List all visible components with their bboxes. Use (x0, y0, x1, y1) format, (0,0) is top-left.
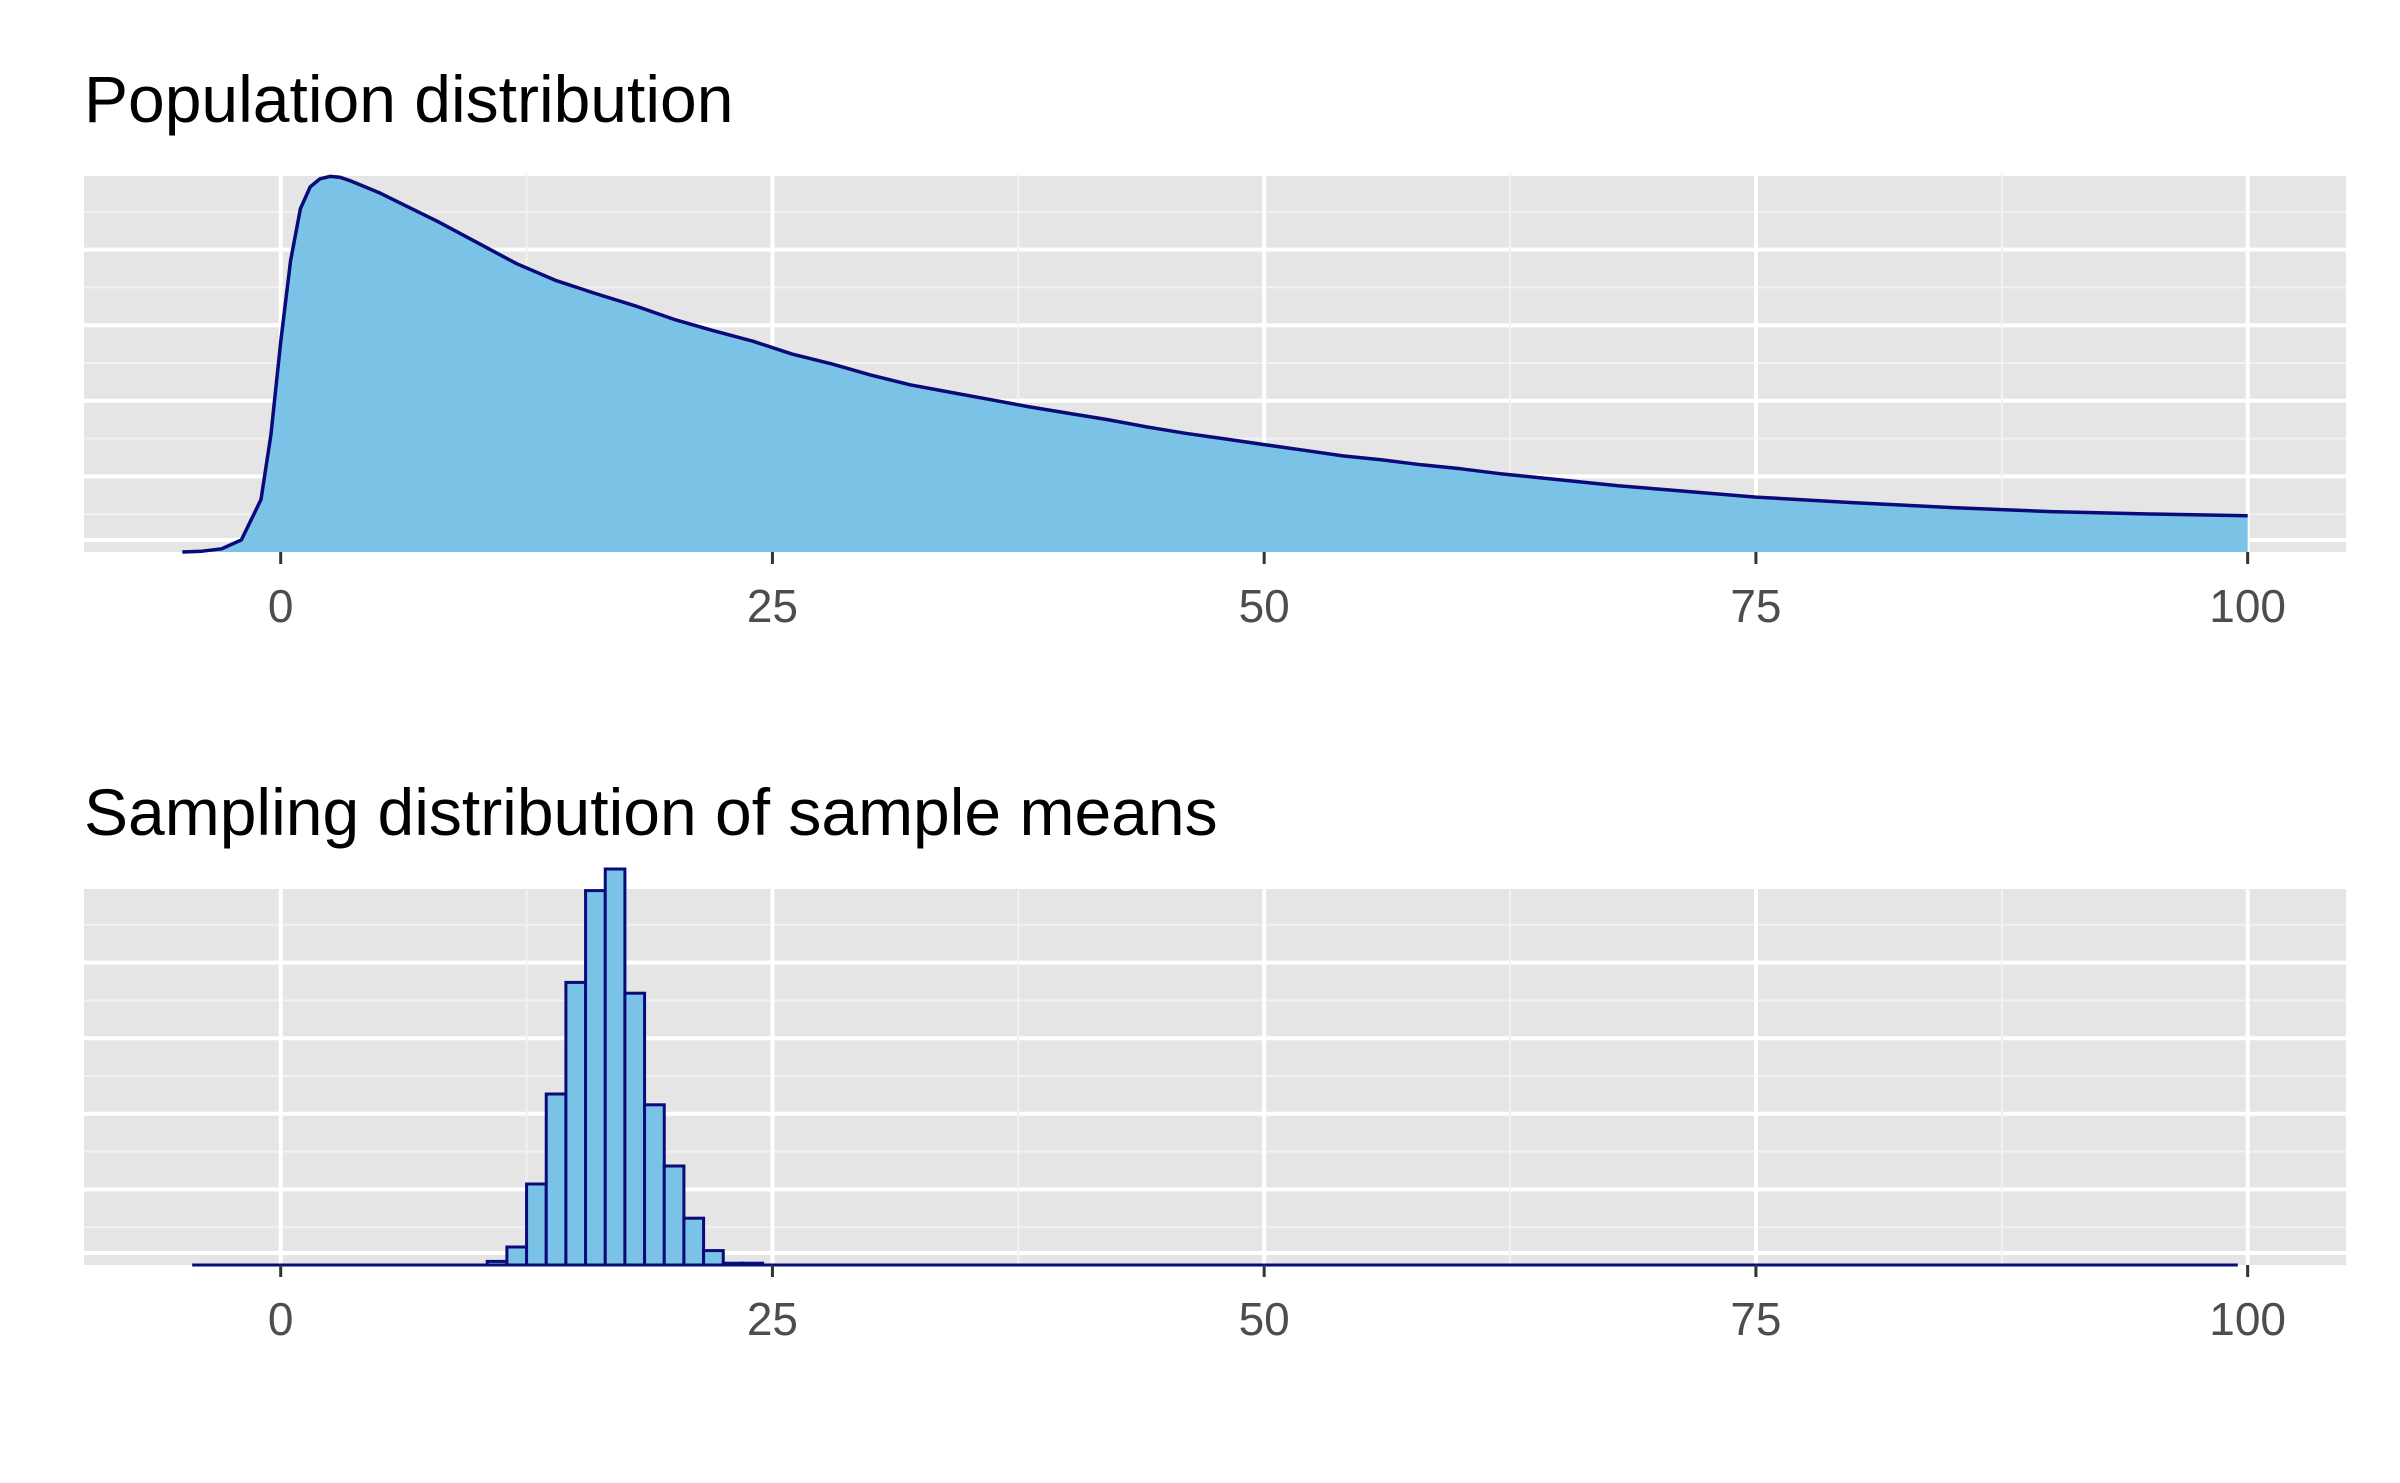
x-tick-label: 0 (268, 1293, 294, 1345)
density-area (182, 176, 2248, 552)
histogram-bar (564, 980, 588, 1267)
x-tick-label: 75 (1730, 580, 1781, 632)
histogram-bar (603, 867, 627, 1267)
x-tick-label: 0 (268, 580, 294, 632)
x-axis: 0 25 50 75 100 (268, 552, 2286, 632)
histogram-bar (505, 1245, 529, 1267)
sampling-distribution-panel: Sampling distribution of sample means 0 2… (84, 775, 2346, 1345)
histogram-bar (721, 1261, 745, 1267)
histogram-bar (702, 1249, 725, 1267)
x-tick-label: 75 (1730, 1293, 1781, 1345)
x-tick-label: 100 (2209, 580, 2286, 632)
histogram-bar (623, 991, 647, 1267)
histogram-bar (662, 1164, 686, 1267)
histogram-bar (525, 1182, 548, 1267)
histogram-bar (741, 1261, 765, 1267)
data-layer (192, 867, 2238, 1267)
histogram-bar (682, 1216, 706, 1267)
x-tick-label: 50 (1239, 580, 1290, 632)
sampling-distribution-title: Sampling distribution of sample means (84, 775, 1218, 849)
x-axis: 0 25 50 75 100 (268, 1265, 2286, 1345)
population-distribution-panel: Population distribution 0 25 50 75 100 (84, 62, 2346, 632)
density-line (182, 174, 2248, 554)
x-tick-label: 25 (747, 1293, 798, 1345)
histogram-bar (643, 1103, 666, 1267)
histogram-bar (485, 1259, 509, 1267)
data-layer (182, 174, 2248, 554)
x-tick-label: 25 (747, 580, 798, 632)
x-tick-label: 50 (1239, 1293, 1290, 1345)
plot-area (84, 885, 2346, 1265)
histogram-bar (584, 889, 607, 1267)
x-tick-label: 100 (2209, 1293, 2286, 1345)
population-distribution-title: Population distribution (84, 62, 733, 136)
histogram-bar (544, 1092, 568, 1267)
